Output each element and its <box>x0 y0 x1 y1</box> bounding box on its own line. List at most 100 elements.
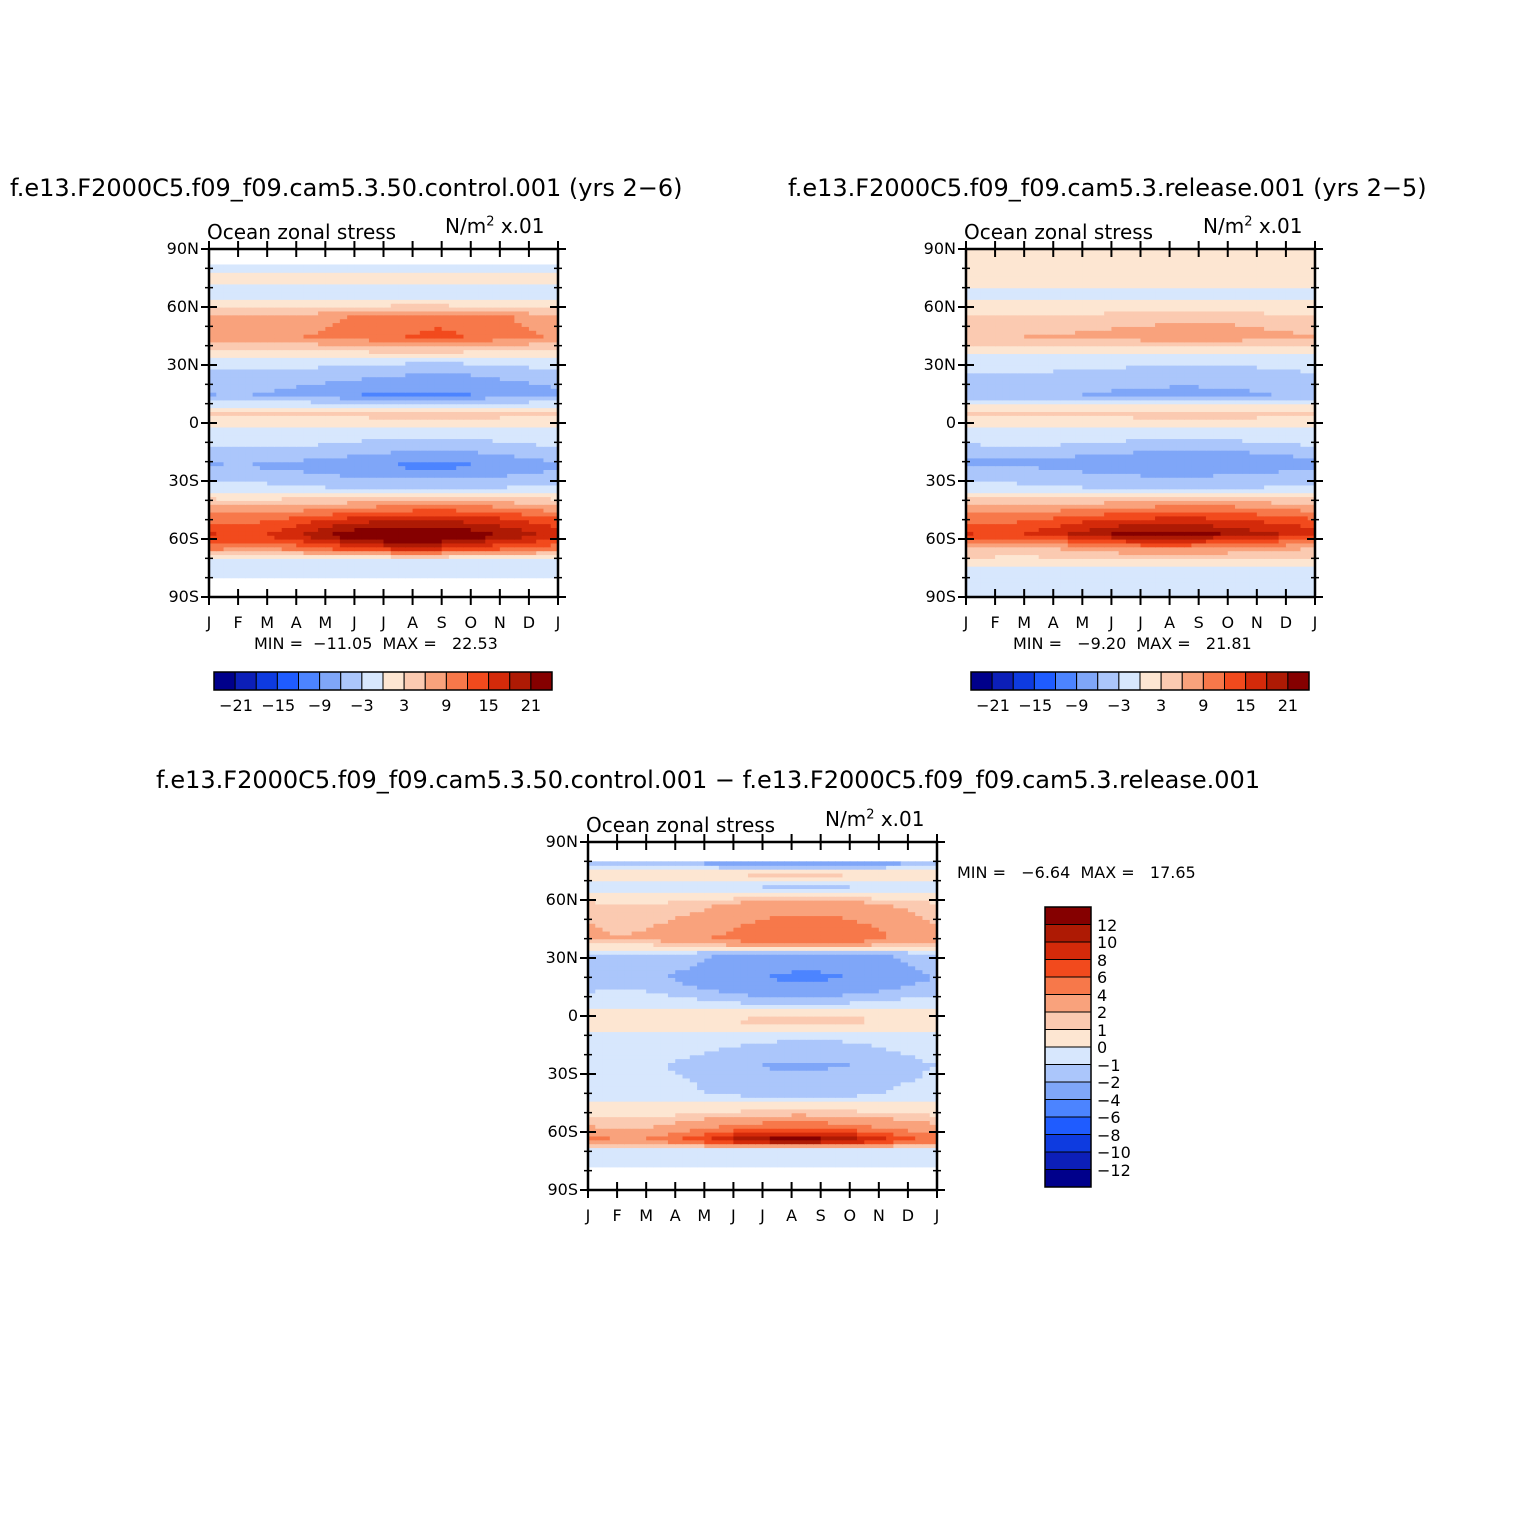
panel1-cell <box>288 562 297 567</box>
panel2-cell <box>1242 535 1251 540</box>
panel1-cell <box>230 446 239 451</box>
panel2-cell <box>1053 535 1062 540</box>
panel1-cell <box>463 488 472 494</box>
panel2-cell <box>1016 539 1025 544</box>
panel1-cell <box>507 276 515 281</box>
panel1-cell <box>245 554 254 559</box>
panel1-cell <box>463 318 472 324</box>
panel1-cell <box>521 492 530 498</box>
panel1-cell <box>485 365 494 370</box>
panel1-cell <box>507 314 515 320</box>
panel2-cell <box>1075 581 1083 586</box>
panel1-cell <box>230 519 239 525</box>
panel1-cell <box>543 279 552 285</box>
panel1-cell <box>318 484 326 490</box>
panel1-cell <box>412 334 421 339</box>
panel1-cell <box>448 411 457 416</box>
panel1-cell <box>521 508 530 513</box>
panel1-cell <box>332 380 341 385</box>
panel1-cell <box>288 504 297 509</box>
panel1-cell <box>274 423 283 428</box>
panel2-cell <box>1271 562 1280 567</box>
panel1-cell <box>274 535 283 540</box>
panel2-cell <box>1009 593 1018 598</box>
panel1-cell <box>325 511 334 517</box>
panel2-cell <box>1053 562 1062 567</box>
panel1-cell <box>419 334 428 339</box>
panel1-cell <box>281 380 290 385</box>
panel1-cell <box>419 461 428 467</box>
panel1-cell <box>339 291 348 296</box>
panel1-cell <box>485 508 494 513</box>
panel1-cell <box>470 279 479 285</box>
panel2-cell <box>1118 581 1127 586</box>
panel1-cell <box>463 508 472 513</box>
panel1-cell <box>274 287 283 293</box>
panel1-cell <box>376 287 385 293</box>
panel1-cell <box>405 531 414 536</box>
panel2-cell <box>966 562 974 567</box>
panel1-cell <box>347 546 356 552</box>
panel1-cell <box>339 484 348 490</box>
panel1-cell <box>332 504 341 509</box>
panel1-cell <box>383 562 392 567</box>
panel1-cell <box>419 353 428 358</box>
panel1-cell <box>274 527 283 532</box>
panel1-cell <box>245 330 254 335</box>
panel1-cell <box>296 303 305 308</box>
panel1-cell <box>259 542 268 548</box>
panel1-cell <box>274 349 283 354</box>
panel1-cell <box>259 392 268 397</box>
panel2-cell <box>1031 511 1040 517</box>
panel2-cell <box>1147 581 1156 586</box>
panel1-cell <box>281 287 290 293</box>
panel1-cell <box>383 492 392 498</box>
panel2-cell <box>1016 554 1025 559</box>
panel1-cell <box>354 299 363 304</box>
panel1-cell <box>383 484 392 490</box>
panel1-cell <box>223 446 232 451</box>
panel1-cell <box>274 426 283 432</box>
panel1-cell <box>405 515 414 521</box>
panel1-cell <box>448 481 457 486</box>
panel1-cell <box>383 337 392 343</box>
panel1-cell <box>405 368 414 374</box>
panel1-cell <box>238 411 246 416</box>
panel2-cell <box>1104 535 1113 540</box>
panel1-cell <box>376 322 385 327</box>
panel1-cell <box>274 307 283 312</box>
panel1-cell <box>259 415 268 420</box>
panel1-cell <box>325 573 334 579</box>
panel1-cell <box>398 395 406 401</box>
panel1-cell <box>216 264 225 269</box>
panel1-cell <box>310 357 319 362</box>
panel1-cell <box>259 349 268 354</box>
panel1-cell <box>514 426 523 432</box>
panel1-cell <box>310 295 319 300</box>
panel2-cell <box>987 511 996 517</box>
panel1-cell <box>281 496 290 501</box>
panel1-cell <box>492 299 501 304</box>
panel1-cell <box>288 484 297 490</box>
panel1-cell <box>528 508 537 513</box>
panel2-cell <box>1235 581 1243 586</box>
panel1-cell <box>383 341 392 347</box>
panel1-cell <box>318 438 326 443</box>
panel1-cell <box>419 376 428 382</box>
panel1-cell <box>390 542 399 548</box>
panel1-cell <box>485 337 494 343</box>
panel2-cell <box>1235 585 1243 590</box>
panel1-cell <box>412 388 421 393</box>
panel1-cell <box>492 453 501 459</box>
panel2-cell <box>995 581 1003 586</box>
panel2-cell <box>1176 593 1185 598</box>
panel1-cell <box>310 446 319 451</box>
panel1-cell <box>230 457 239 463</box>
panel1-cell <box>296 450 305 455</box>
panel2-cell <box>1096 577 1105 583</box>
panel1-cell <box>507 438 515 443</box>
panel2-cell <box>1249 581 1258 586</box>
panel1-cell <box>463 330 472 335</box>
panel1-cell <box>405 465 414 470</box>
panel1-cell <box>288 380 297 385</box>
